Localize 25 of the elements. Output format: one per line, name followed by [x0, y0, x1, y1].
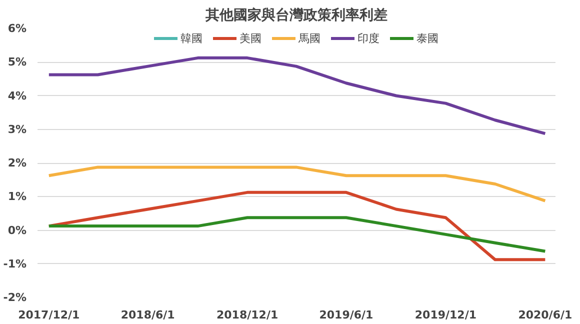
line-series [47, 216, 547, 253]
y-tick-label: 6% [8, 22, 27, 35]
x-tick-label: 2019/6/1 [319, 308, 374, 322]
chart-title: 其他國家與台灣政策利率利差 [204, 6, 388, 24]
y-tick-label: 5% [8, 56, 27, 69]
line-series [47, 166, 547, 202]
y-tick-label: 4% [8, 89, 27, 102]
y-tick-label: 1% [8, 190, 27, 204]
x-tick-label: 2018/12/1 [216, 308, 278, 322]
y-tick-label: -2% [3, 291, 27, 304]
x-tick-label: 2019/12/1 [414, 308, 477, 322]
y-tick-label: -1% [3, 257, 27, 270]
y-tick-label: 3% [8, 122, 27, 136]
x-tick-label: 2018/6/1 [120, 308, 175, 322]
legend-label: 泰國 [416, 30, 438, 46]
legend-label: 韓國 [180, 30, 202, 46]
line-series [47, 190, 547, 262]
y-tick-label: 0% [8, 224, 27, 237]
legend-label: 美國 [240, 30, 262, 46]
line-series [47, 56, 547, 136]
x-tick-label: 2017/12/1 [18, 308, 80, 322]
y-tick-label: 2% [8, 156, 27, 170]
legend-label: 馬國 [298, 30, 320, 46]
legend-label: 印度 [358, 30, 380, 46]
x-tick-label: 2020/6/1 [518, 308, 572, 322]
